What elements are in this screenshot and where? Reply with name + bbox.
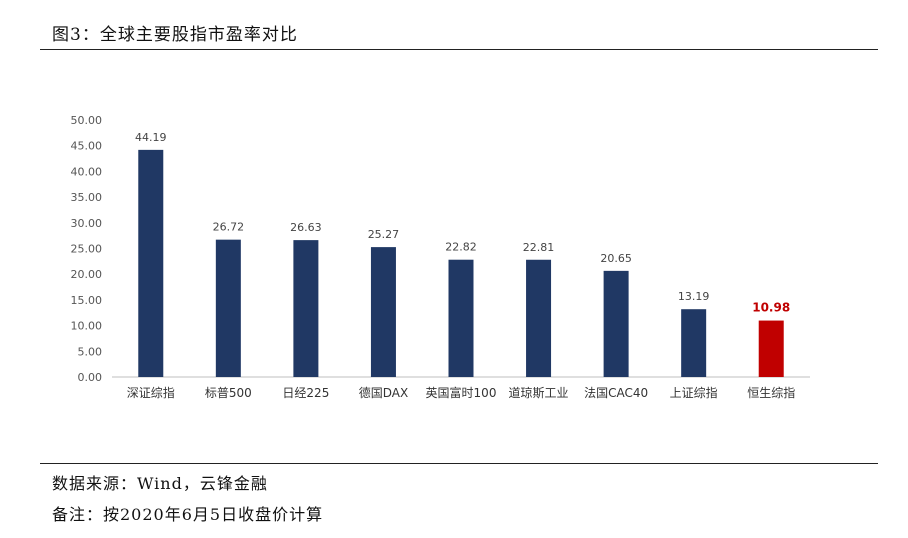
y-tick-label: 50.00	[71, 114, 103, 127]
bar-6	[526, 259, 552, 377]
data-label: 10.98	[752, 301, 790, 315]
chart-title: 图3：全球主要股指市盈率对比	[52, 25, 298, 45]
bar-9	[758, 320, 784, 377]
y-tick-label: 35.00	[71, 191, 103, 204]
category-label: 恒生综指	[747, 385, 795, 400]
y-tick-label: 45.00	[71, 140, 103, 153]
bar-7	[603, 270, 629, 377]
bar-8	[681, 309, 707, 377]
bar-2	[215, 239, 241, 377]
category-label: 法国CAC40	[584, 386, 648, 400]
bar-chart: 0.00 5.00 10.00 15.00 20.00 25.00 30.00 35.00 40…	[71, 114, 810, 400]
bar-3	[293, 240, 319, 377]
data-label: 25.27	[368, 228, 400, 241]
footer-divider	[40, 463, 878, 464]
y-tick-label: 15.00	[71, 294, 103, 307]
data-label: 44.19	[135, 131, 167, 144]
bar-4	[370, 247, 396, 377]
data-label: 22.82	[445, 241, 477, 254]
y-tick-label: 25.00	[71, 243, 103, 256]
data-source-note: 数据来源：Wind，云锋金融	[52, 474, 268, 493]
category-label: 德国DAX	[359, 385, 408, 400]
category-label: 英国富时100	[426, 385, 497, 400]
bar-5	[448, 259, 474, 377]
category-label: 深证综指	[127, 385, 175, 400]
y-tick-label: 30.00	[71, 217, 103, 230]
remark-note: 备注：按2020年6月5日收盘价计算	[52, 505, 324, 524]
category-label: 道琼斯工业	[509, 385, 569, 400]
y-tick-label: 10.00	[71, 320, 103, 333]
data-label: 26.72	[213, 221, 245, 234]
category-label: 标普500	[205, 386, 252, 400]
category-label: 日经225	[282, 386, 329, 400]
category-label: 上证综指	[670, 385, 718, 400]
y-tick-label: 0.00	[78, 371, 103, 384]
y-tick-label: 40.00	[71, 165, 103, 178]
data-label: 13.19	[678, 290, 710, 303]
data-label: 26.63	[290, 221, 322, 234]
y-tick-label: 20.00	[71, 268, 103, 281]
bar-1	[138, 149, 164, 377]
data-label: 22.81	[523, 241, 555, 254]
y-tick-label: 5.00	[78, 345, 103, 358]
title-divider	[40, 49, 878, 50]
data-label: 20.65	[600, 252, 632, 265]
